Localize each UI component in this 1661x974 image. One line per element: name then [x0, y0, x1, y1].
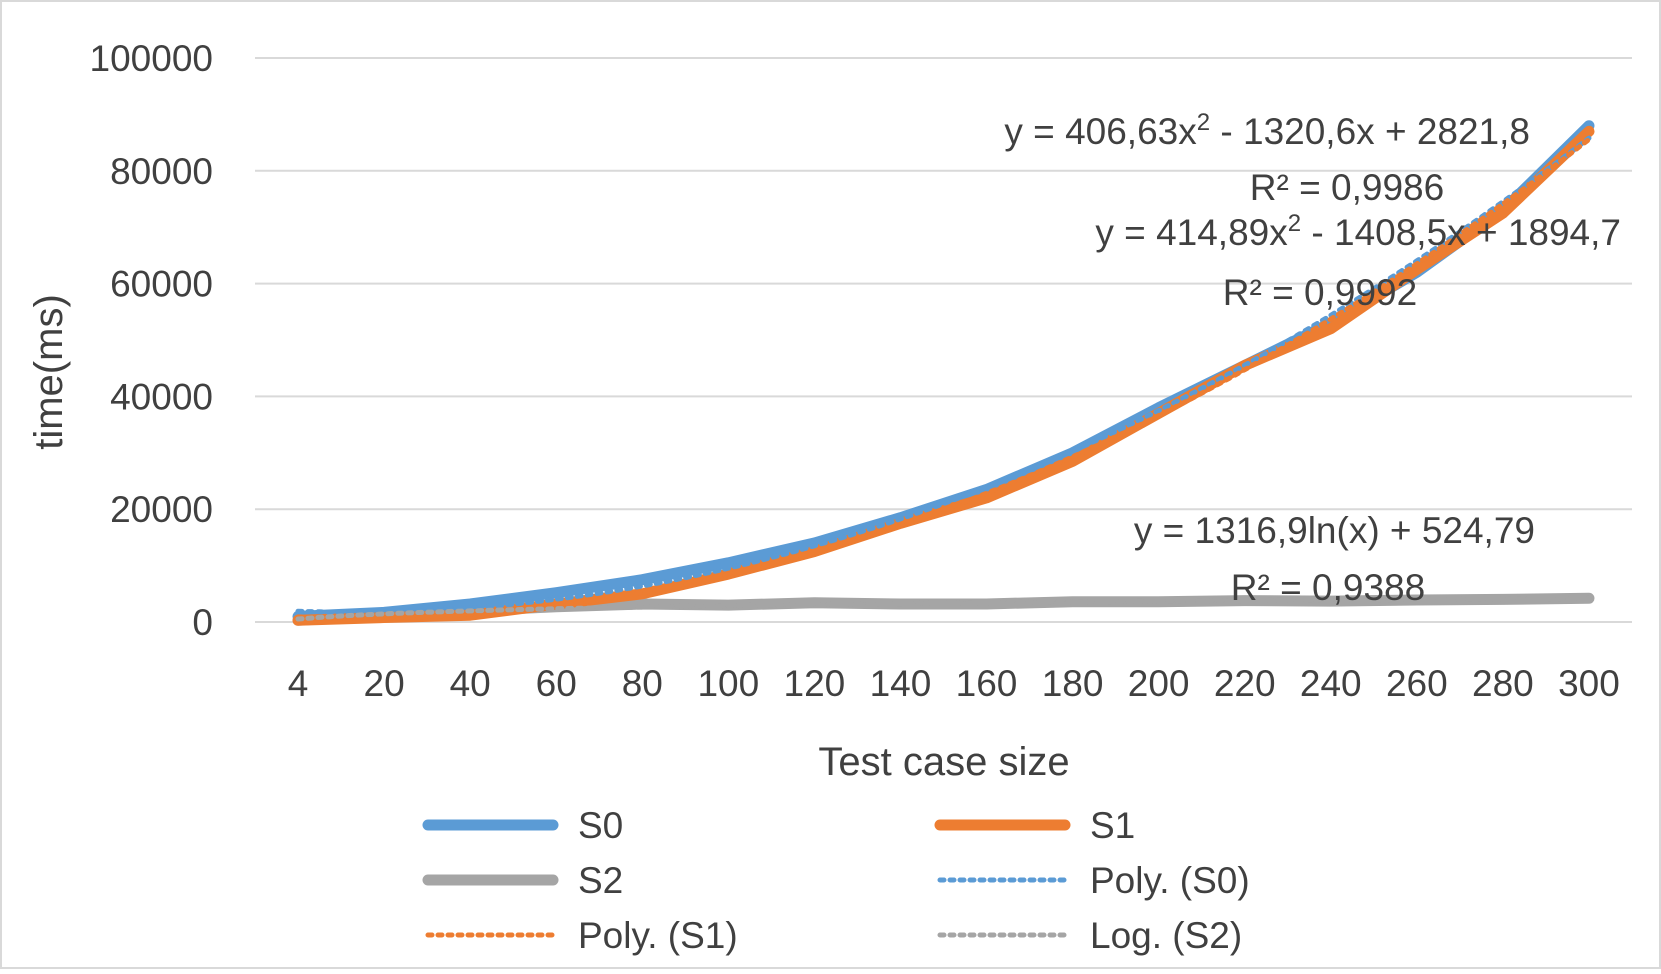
legend: S0 S1 S2 Poly. (S0) Poly. (S1) Log. (S2): [422, 805, 1250, 956]
x-tick-label: 220: [1214, 663, 1276, 704]
x-tick-label: 60: [536, 663, 577, 704]
annotation-r2-s2: R² = 0,9388: [1231, 567, 1425, 608]
legend-label: Log. (S2): [1090, 915, 1242, 956]
y-tick-label: 80000: [110, 151, 213, 192]
y-tick-labels: 0 20000 40000 60000 80000 100000: [90, 38, 213, 643]
y-axis-label: time(ms): [27, 294, 71, 450]
x-tick-label: 180: [1042, 663, 1104, 704]
y-tick-label: 60000: [110, 264, 213, 305]
x-tick-labels: 4 20 40 60 80 100 120 140 160 180 200 220 240 260 280 3…: [288, 663, 1620, 704]
legend-label: S0: [578, 805, 623, 846]
y-tick-label: 0: [192, 602, 213, 643]
x-tick-label: 140: [870, 663, 932, 704]
x-tick-label: 100: [697, 663, 759, 704]
legend-label: Poly. (S1): [578, 915, 738, 956]
trendline-annotations: y = 406,63x2 - 1320,6x + 2821,8 R² = 0,9…: [1004, 109, 1621, 608]
x-tick-label: 40: [450, 663, 491, 704]
gridlines: [255, 57, 1632, 623]
x-tick-label: 240: [1300, 663, 1362, 704]
y-tick-label: 100000: [90, 38, 213, 79]
annotation-r2-s0: R² = 0,9986: [1250, 167, 1444, 208]
legend-label: S2: [578, 860, 623, 901]
y-tick-label: 20000: [110, 489, 213, 530]
x-tick-label: 260: [1386, 663, 1448, 704]
legend-label: Poly. (S0): [1090, 860, 1250, 901]
x-tick-label: 4: [288, 663, 309, 704]
x-tick-label: 20: [364, 663, 405, 704]
y-tick-label: 40000: [110, 376, 213, 417]
legend-label: S1: [1090, 805, 1135, 846]
x-tick-label: 80: [622, 663, 663, 704]
annotation-equation-s2: y = 1316,9ln(x) + 524,79: [1134, 510, 1535, 551]
annotation-equation-s0: y = 406,63x2 - 1320,6x + 2821,8: [1004, 109, 1530, 152]
annotation-r2-s1: R² = 0,9992: [1223, 272, 1417, 313]
x-tick-label: 200: [1128, 663, 1190, 704]
x-tick-label: 120: [784, 663, 846, 704]
trendline-poly-s0: [295, 135, 1592, 615]
x-axis-label: Test case size: [818, 740, 1069, 784]
trendline-log-s2: [295, 595, 1592, 622]
x-tick-label: 160: [956, 663, 1018, 704]
annotation-equation-s1: y = 414,89x2 - 1408,5x + 1894,7: [1095, 210, 1621, 253]
x-tick-label: 300: [1558, 663, 1620, 704]
x-tick-label: 280: [1472, 663, 1534, 704]
series-layer: [292, 120, 1595, 626]
